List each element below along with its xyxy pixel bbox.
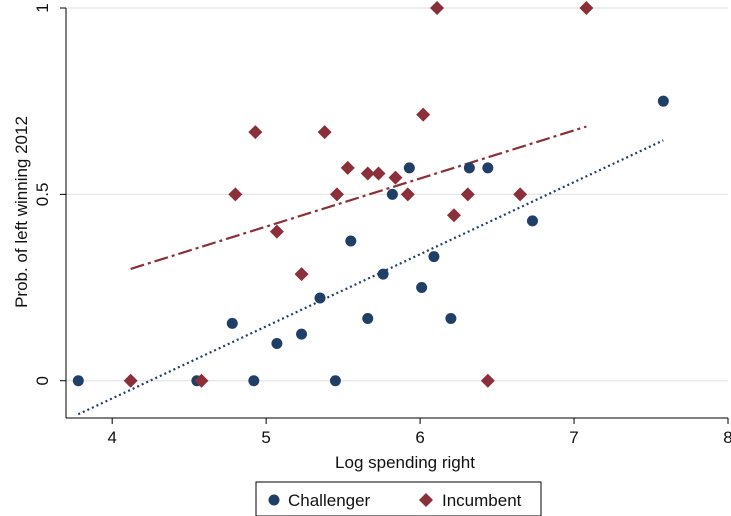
y-tick-label: 0	[33, 376, 52, 385]
point-incumbent	[446, 208, 461, 223]
data-points	[72, 1, 669, 388]
point-challenger	[657, 95, 669, 107]
x-tick-label: 6	[415, 428, 424, 447]
axes	[65, 8, 728, 419]
point-incumbent	[371, 166, 386, 181]
point-challenger	[329, 375, 341, 387]
point-challenger	[271, 337, 283, 349]
point-challenger	[345, 235, 357, 247]
point-incumbent	[194, 373, 209, 388]
point-challenger	[403, 162, 415, 174]
point-challenger	[526, 215, 538, 227]
point-challenger	[248, 375, 260, 387]
x-tick-label: 4	[107, 428, 116, 447]
point-challenger	[386, 188, 398, 200]
point-incumbent	[123, 373, 138, 388]
point-incumbent	[400, 187, 415, 202]
point-challenger	[416, 282, 428, 294]
legend-label-challenger: Challenger	[288, 491, 371, 510]
legend-marker-incumbent	[419, 493, 433, 507]
point-incumbent	[416, 107, 431, 122]
x-axis-title: Log spending right	[335, 453, 475, 472]
point-incumbent	[513, 187, 528, 202]
point-incumbent	[480, 373, 495, 388]
y-tick-label: 0.5	[33, 183, 52, 207]
legend-marker-challenger	[268, 494, 280, 506]
point-incumbent	[329, 187, 344, 202]
point-challenger	[482, 162, 494, 174]
point-challenger	[72, 375, 84, 387]
fit-lines	[77, 125, 664, 416]
point-incumbent	[340, 160, 355, 175]
point-incumbent	[430, 1, 445, 15]
point-incumbent	[460, 187, 475, 202]
point-challenger	[377, 268, 389, 280]
point-incumbent	[388, 170, 403, 185]
y-axis-title: Prob. of left winning 2012	[12, 116, 31, 308]
y-tick-label: 1	[33, 3, 52, 12]
x-tick-label: 5	[261, 428, 270, 447]
point-challenger	[314, 292, 326, 304]
point-challenger	[445, 312, 457, 324]
x-tick-label: 7	[569, 428, 578, 447]
point-incumbent	[579, 1, 594, 15]
axis-ticks: 0 0.5 1 4 5 6 7 8	[33, 3, 731, 447]
point-incumbent	[317, 125, 332, 140]
point-challenger	[296, 328, 308, 340]
legend-box	[255, 481, 542, 516]
point-challenger	[463, 162, 475, 174]
point-incumbent	[360, 166, 375, 181]
point-challenger	[428, 251, 440, 263]
point-incumbent	[294, 267, 309, 282]
point-challenger	[226, 317, 238, 329]
legend: Challenger Incumbent	[255, 481, 542, 516]
x-tick-label: 8	[723, 428, 731, 447]
legend-label-incumbent: Incumbent	[442, 491, 522, 510]
point-incumbent	[248, 125, 263, 140]
point-incumbent	[228, 187, 243, 202]
point-incumbent	[269, 224, 284, 239]
point-challenger	[362, 312, 374, 324]
fit-line-incumbent	[130, 125, 587, 270]
